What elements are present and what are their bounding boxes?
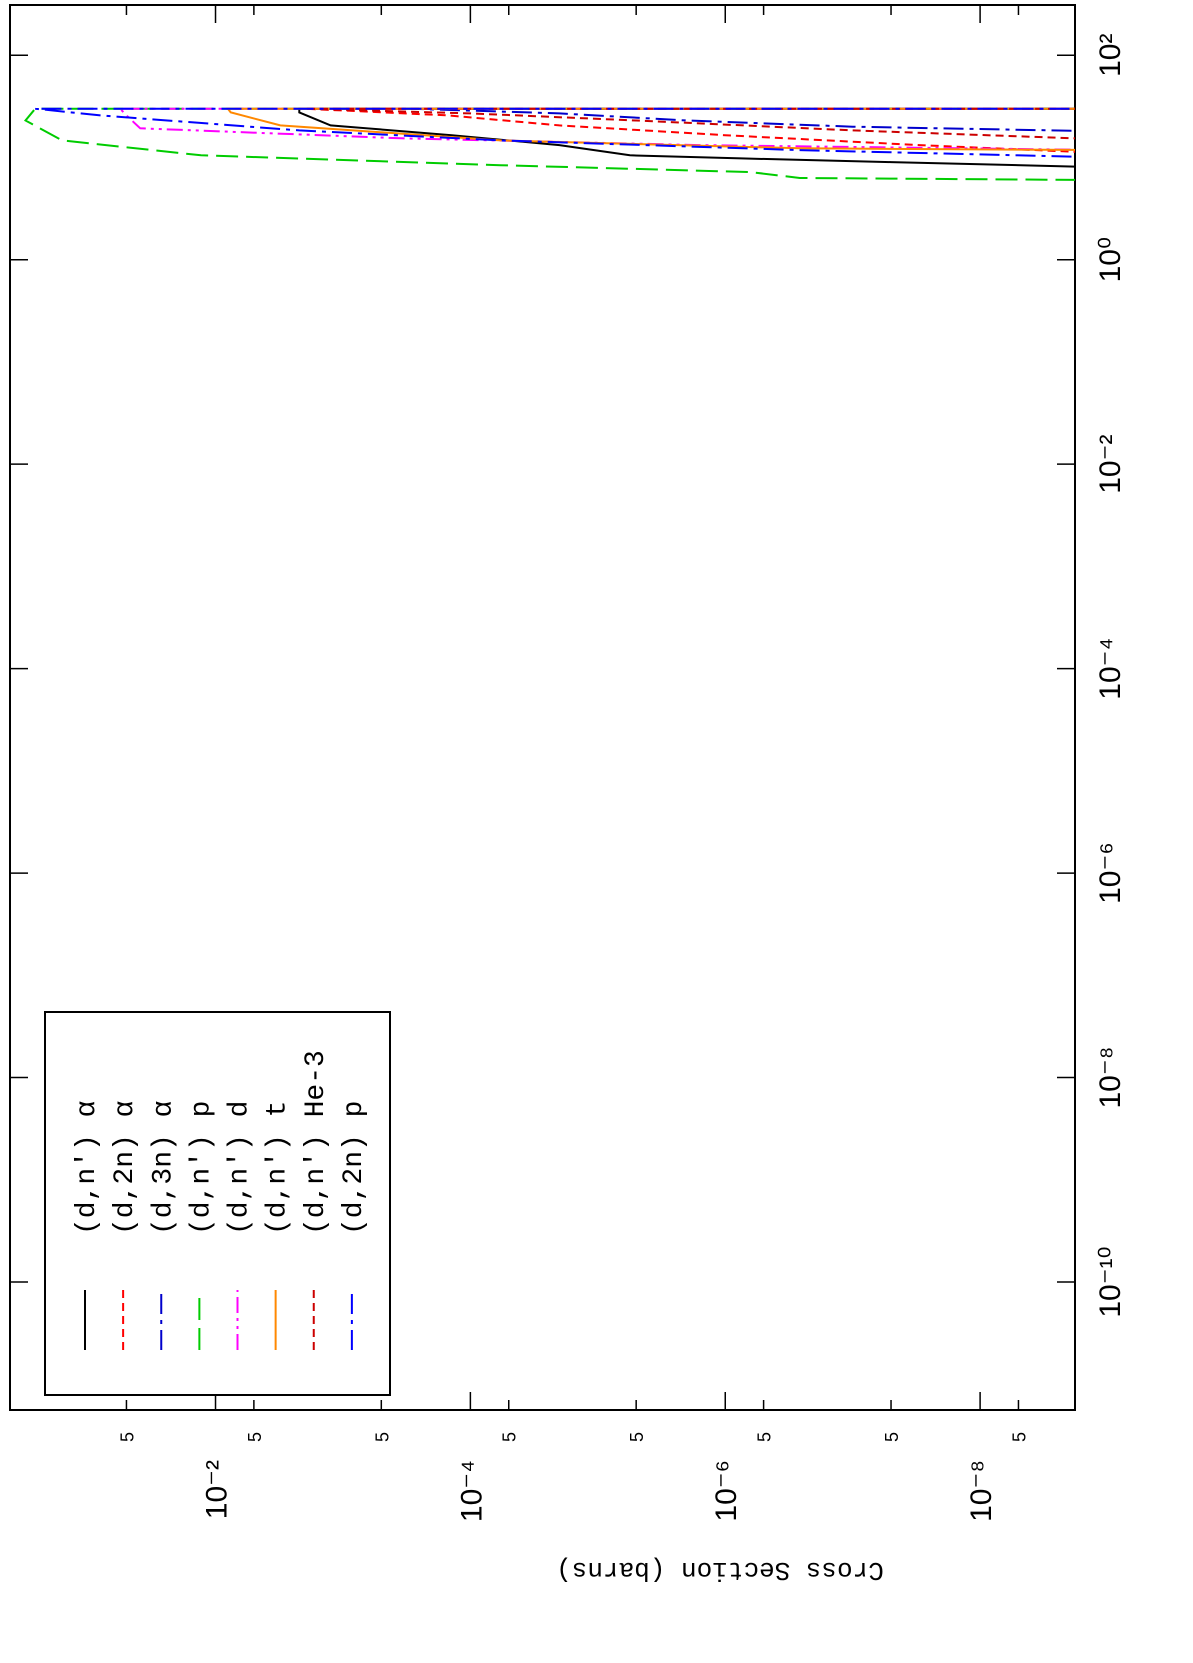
y-tick-label: 5 (627, 1432, 647, 1442)
plot-area (23, 107, 1075, 182)
y-tick-label: 5 (882, 1432, 902, 1442)
legend-label: (d,n') t (263, 1101, 294, 1235)
x-tick-label: 10² (1094, 34, 1127, 77)
series-line (225, 107, 1075, 152)
series-line (304, 107, 1075, 155)
series-line (35, 107, 1075, 159)
x-tick-label: 10⁻⁶ (1094, 842, 1127, 904)
y-tick-label: 10⁻⁸ (965, 1460, 998, 1522)
y-tick-label: 5 (245, 1432, 265, 1442)
legend-label: (d,n') p (186, 1101, 217, 1235)
rotated-plot: Cross Section (barns) 10⁻¹⁰ 10⁻⁸ 10⁻⁶ 10⁻⁴ 1… (9, 4, 1127, 1585)
legend-label: (d,n') α (72, 1101, 103, 1235)
legend-label: (d,2n) α (110, 1101, 141, 1235)
legend-box (44, 1011, 391, 1396)
series-line (409, 107, 1075, 133)
series-line (23, 107, 1075, 182)
x-tick-label: 10⁰ (1094, 237, 1127, 282)
legend-label: (d,3n) α (148, 1101, 179, 1235)
legend-label: (d,2n) p (339, 1101, 370, 1235)
legend: (d,n') α (d,2n) α (d,3n) α (d,n') p (d,n') d… (44, 1011, 391, 1396)
y-tick-label: 5 (500, 1432, 520, 1442)
legend-label: (d,n') He-3 (301, 1050, 332, 1235)
x-tick-label: 10⁻⁸ (1094, 1047, 1127, 1109)
plot-frame (9, 4, 1076, 1411)
x-tick-label: 10⁻¹⁰ (1094, 1246, 1127, 1317)
y-tick-label: 5 (117, 1432, 137, 1442)
y-tick-label: 10⁻² (201, 1460, 234, 1519)
y-tick-label: 10⁻⁴ (455, 1460, 488, 1522)
y-tick-label: 10⁻⁶ (710, 1460, 743, 1522)
y-tick-label: 5 (1009, 1432, 1029, 1442)
y-tick-label: 5 (372, 1432, 392, 1442)
y-tick-label: 5 (755, 1432, 775, 1442)
x-tick-label: 10⁻² (1094, 435, 1127, 494)
x-tick-label: 10⁻⁴ (1094, 638, 1127, 700)
y-axis-title: Cross Section (barns) (556, 1555, 884, 1585)
legend-label: (d,n') d (225, 1101, 256, 1235)
